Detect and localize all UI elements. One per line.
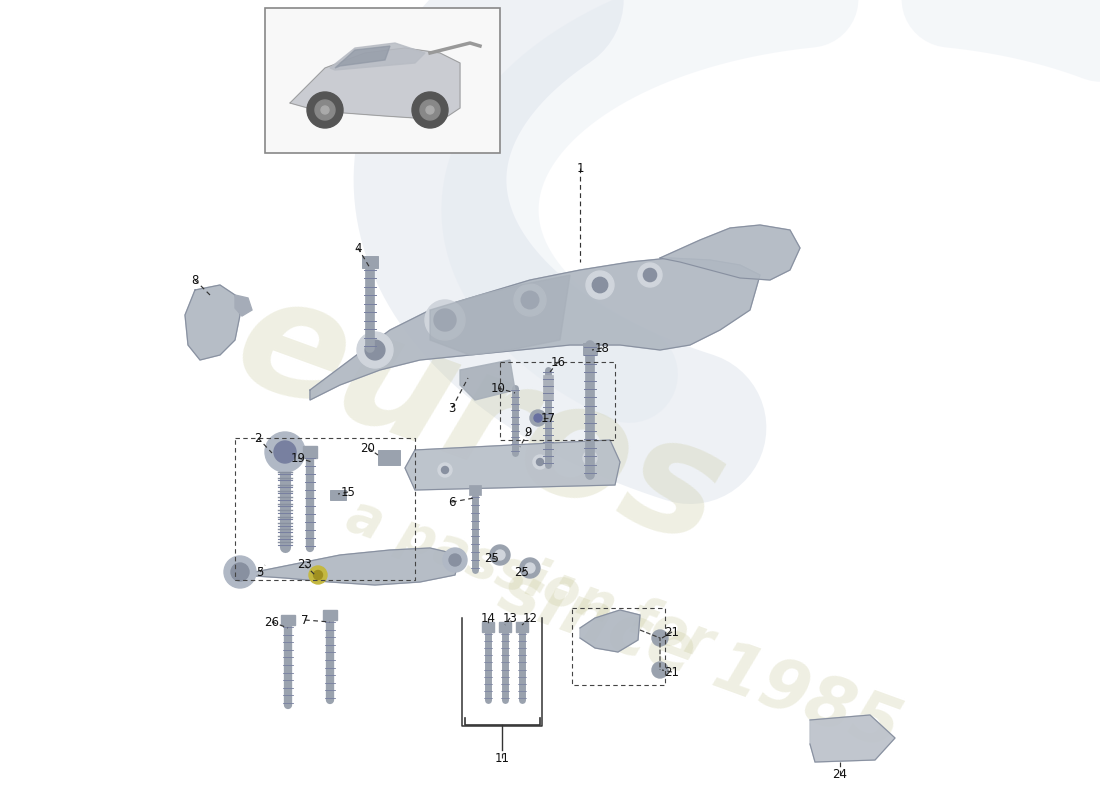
- Circle shape: [307, 92, 343, 128]
- Circle shape: [652, 662, 668, 678]
- Text: 2: 2: [254, 431, 262, 445]
- Text: 19: 19: [290, 451, 306, 465]
- Text: 20: 20: [361, 442, 375, 454]
- Circle shape: [425, 300, 465, 340]
- Polygon shape: [310, 258, 760, 400]
- Circle shape: [265, 432, 305, 472]
- Bar: [516, 622, 528, 632]
- Circle shape: [592, 278, 607, 293]
- Bar: [583, 343, 597, 355]
- Circle shape: [358, 332, 393, 368]
- Text: a passion for: a passion for: [340, 490, 720, 670]
- Bar: [378, 450, 400, 465]
- Circle shape: [449, 554, 461, 566]
- Circle shape: [586, 271, 614, 299]
- Circle shape: [224, 556, 256, 588]
- Text: 11: 11: [495, 751, 509, 765]
- Circle shape: [490, 545, 510, 565]
- Polygon shape: [235, 295, 252, 316]
- Bar: [469, 485, 481, 495]
- Polygon shape: [580, 610, 640, 652]
- Circle shape: [314, 570, 322, 579]
- Text: 25: 25: [515, 566, 529, 578]
- Circle shape: [321, 106, 329, 114]
- Circle shape: [520, 558, 540, 578]
- Circle shape: [438, 463, 452, 477]
- Bar: [302, 446, 317, 458]
- Circle shape: [586, 454, 594, 462]
- Polygon shape: [405, 440, 620, 490]
- Polygon shape: [430, 275, 570, 355]
- Bar: [362, 256, 378, 268]
- Circle shape: [644, 268, 657, 282]
- Text: 8: 8: [191, 274, 199, 286]
- Text: 23: 23: [298, 558, 312, 571]
- Polygon shape: [290, 48, 460, 118]
- Bar: [543, 375, 553, 400]
- Text: 15: 15: [341, 486, 355, 498]
- Text: 13: 13: [503, 611, 517, 625]
- Text: 12: 12: [522, 611, 538, 625]
- Circle shape: [534, 455, 547, 469]
- Text: 9: 9: [525, 426, 531, 438]
- Text: 1: 1: [576, 162, 584, 174]
- Text: since 1985: since 1985: [491, 557, 910, 763]
- Bar: [265, 8, 500, 153]
- Circle shape: [521, 291, 539, 309]
- Bar: [280, 615, 295, 625]
- Text: 17: 17: [540, 411, 556, 425]
- Circle shape: [534, 414, 542, 422]
- Circle shape: [434, 309, 456, 331]
- Text: 7: 7: [301, 614, 309, 626]
- Circle shape: [652, 630, 668, 646]
- Polygon shape: [330, 43, 425, 70]
- Text: 16: 16: [550, 355, 565, 369]
- Bar: [330, 490, 346, 500]
- Text: 21: 21: [664, 626, 680, 638]
- Circle shape: [514, 284, 546, 316]
- Text: 10: 10: [491, 382, 505, 394]
- Circle shape: [365, 340, 385, 360]
- Polygon shape: [228, 548, 460, 585]
- Circle shape: [309, 566, 327, 584]
- Text: 24: 24: [833, 769, 847, 782]
- Polygon shape: [460, 360, 515, 400]
- Text: 26: 26: [264, 615, 279, 629]
- Circle shape: [420, 100, 440, 120]
- Text: 5: 5: [256, 566, 264, 578]
- Polygon shape: [660, 225, 800, 280]
- Polygon shape: [185, 285, 240, 360]
- Circle shape: [231, 563, 249, 581]
- Bar: [482, 622, 494, 632]
- Text: 3: 3: [449, 402, 455, 414]
- Circle shape: [315, 100, 336, 120]
- Text: 14: 14: [481, 611, 495, 625]
- Circle shape: [495, 550, 505, 560]
- Text: 25: 25: [485, 551, 499, 565]
- Circle shape: [443, 548, 468, 572]
- Polygon shape: [336, 46, 390, 68]
- Bar: [499, 622, 512, 632]
- Circle shape: [426, 106, 434, 114]
- Circle shape: [525, 563, 535, 573]
- Circle shape: [412, 92, 448, 128]
- Text: 4: 4: [354, 242, 362, 254]
- Circle shape: [638, 263, 662, 287]
- Circle shape: [441, 466, 449, 474]
- Circle shape: [583, 451, 597, 465]
- Bar: [323, 610, 337, 620]
- Circle shape: [537, 458, 543, 466]
- Text: 6: 6: [449, 495, 455, 509]
- Polygon shape: [810, 715, 895, 762]
- Text: euros: euros: [216, 261, 744, 579]
- Text: 21: 21: [664, 666, 680, 678]
- Circle shape: [274, 441, 296, 463]
- Text: 18: 18: [595, 342, 609, 354]
- Circle shape: [530, 410, 546, 426]
